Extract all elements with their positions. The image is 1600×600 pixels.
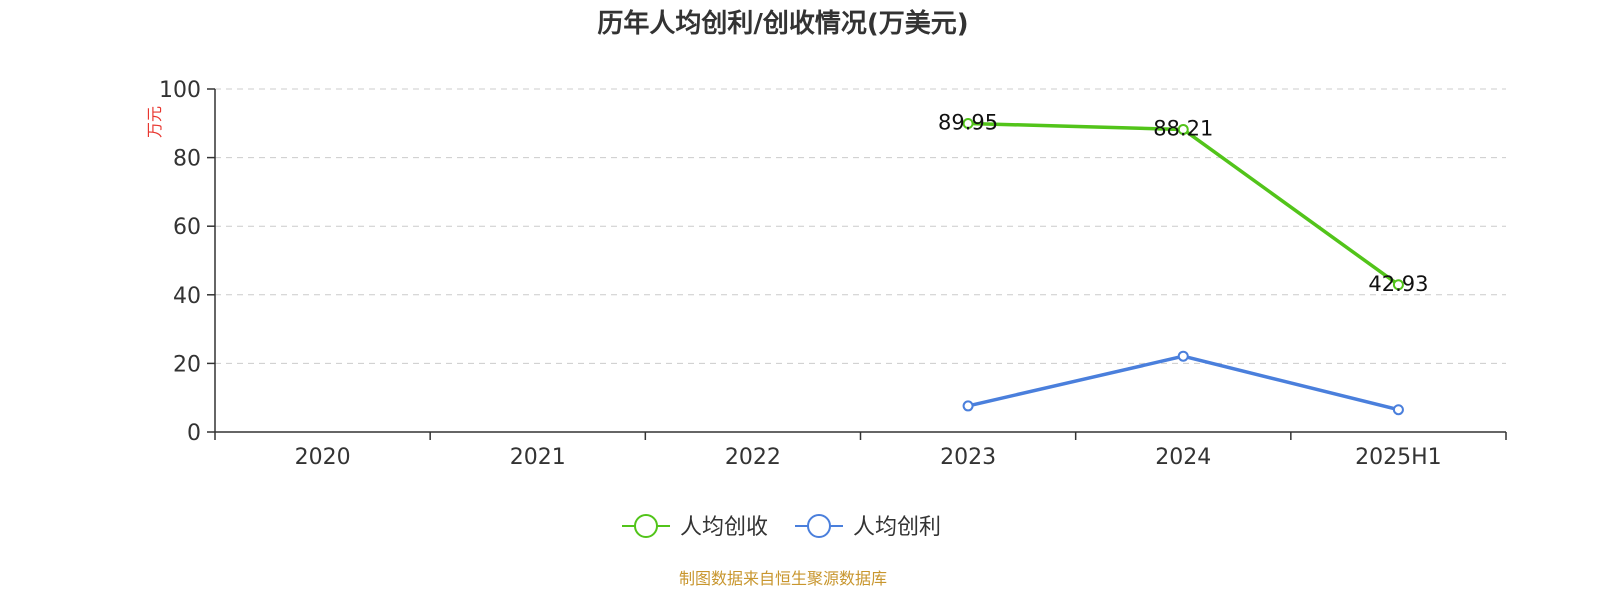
source-note: 制图数据来自恒生聚源数据库 <box>679 569 887 588</box>
axes: 0 20 40 60 80 100 2020 2021 2022 2023 2024 2025H1 <box>159 78 1507 470</box>
series-line-0 <box>968 121 1400 287</box>
y-tick-label: 80 <box>173 147 201 172</box>
x-tick-label: 2023 <box>940 445 996 470</box>
y-tick-label: 100 <box>159 78 201 103</box>
grid-lines <box>215 88 1506 364</box>
x-tick-label: 2025H1 <box>1355 445 1442 470</box>
data-point[interactable] <box>1392 404 1404 416</box>
x-tick-label: 2020 <box>295 445 351 470</box>
data-label: 42.93 <box>1368 272 1428 296</box>
data-point[interactable] <box>1177 350 1189 362</box>
legend-marker-icon <box>634 514 658 538</box>
legend-label: 人均创利 <box>853 515 941 540</box>
data-point[interactable] <box>962 117 974 129</box>
x-tick-label: 2022 <box>725 445 781 470</box>
legend-marker-icon <box>807 514 831 538</box>
y-tick-label: 0 <box>187 421 201 446</box>
series-group <box>962 117 1404 416</box>
data-point[interactable] <box>1177 123 1189 135</box>
y-tick-label: 60 <box>173 215 201 240</box>
data-label: 88.21 <box>1153 116 1213 140</box>
series-line-1 <box>967 354 1399 412</box>
y-tick-label: 20 <box>173 352 201 377</box>
legend-item[interactable]: 人均创收 <box>622 514 768 540</box>
data-labels: 89.95 88.21 42.93 <box>938 110 1428 295</box>
legend[interactable]: 人均创收 人均创利 <box>622 514 941 540</box>
y-axis-label: 万元 <box>145 106 164 138</box>
x-tick-label: 2021 <box>510 445 566 470</box>
data-label: 89.95 <box>938 110 998 134</box>
legend-label: 人均创收 <box>680 515 768 540</box>
data-point[interactable] <box>962 400 974 412</box>
legend-item[interactable]: 人均创利 <box>795 514 941 540</box>
data-point[interactable] <box>1392 279 1404 291</box>
y-tick-label: 40 <box>173 284 201 309</box>
chart-title: 历年人均创利/创收情况(万美元) <box>597 8 968 39</box>
x-tick-label: 2024 <box>1155 445 1211 470</box>
